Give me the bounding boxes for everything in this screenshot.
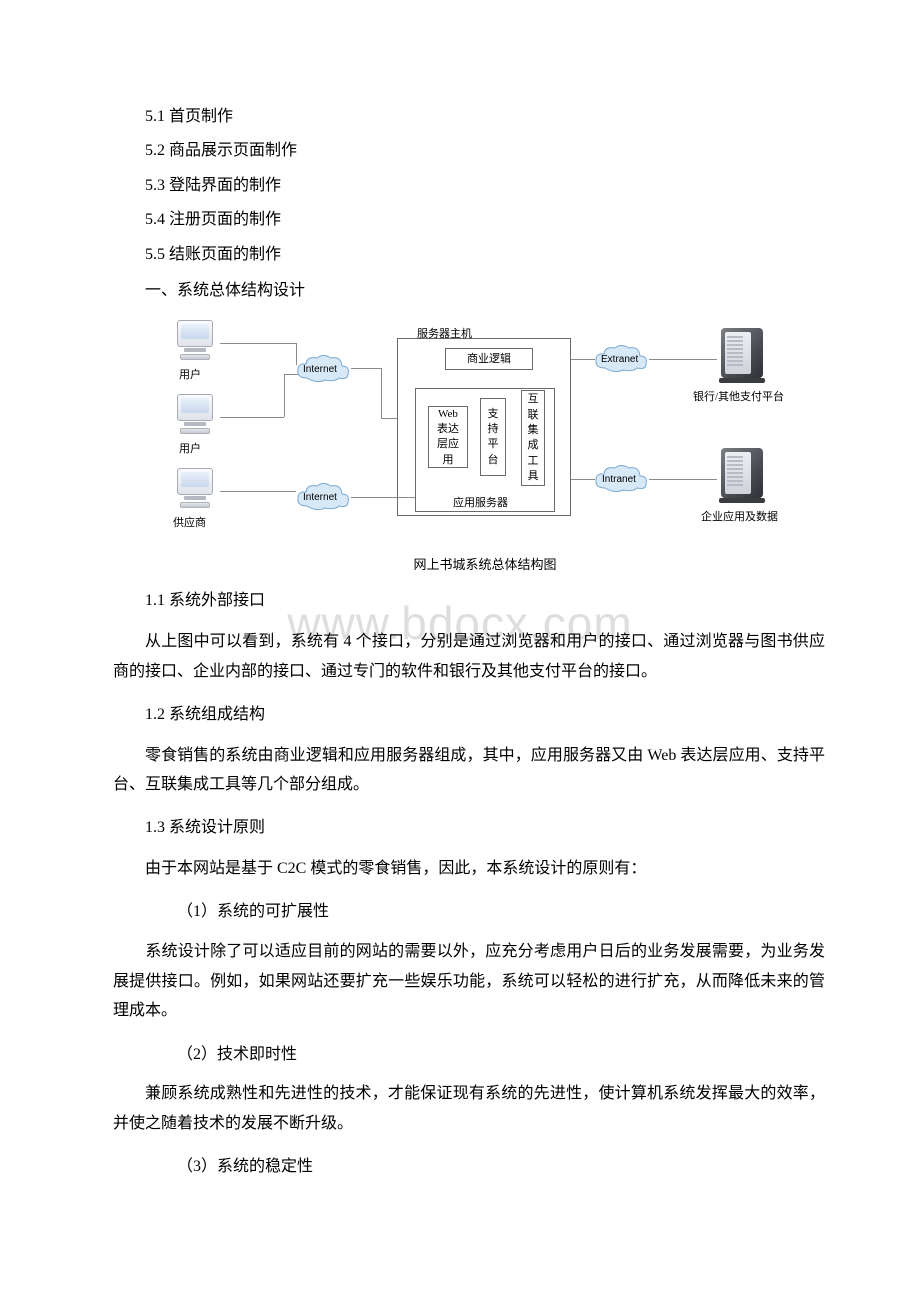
interop-text: 互	[528, 392, 539, 407]
interop-text: 工	[528, 454, 539, 469]
bank-label: 银行/其他支付平台	[693, 388, 784, 404]
support-text: 台	[488, 453, 499, 468]
connector-line	[296, 343, 297, 365]
interop-text: 集	[528, 423, 539, 438]
principle-2-heading: （2）技术即时性	[145, 1040, 825, 1070]
toc-item-5-1: 5.1 首页制作	[145, 100, 825, 134]
connector-line	[381, 368, 382, 418]
enterprise-label: 企业应用及数据	[701, 508, 778, 524]
connector-line	[220, 343, 296, 344]
enterprise-server-icon	[717, 448, 767, 506]
principle-1-heading: （1）系统的可扩展性	[145, 897, 825, 927]
internet-label-2: Internet	[303, 492, 337, 503]
section-1-2-heading: 1.2 系统组成结构	[145, 699, 825, 731]
interop-text: 具	[528, 469, 539, 484]
connector-line	[381, 418, 397, 419]
section-1-heading: 一、系统总体结构设计	[145, 274, 825, 308]
diagram-caption: 网上书城系统总体结构图	[145, 554, 825, 573]
principle-1-para: 系统设计除了可以适应目前的网站的需要以外，应充分考虑用户日后的业务发展需要，为业…	[113, 937, 825, 1026]
biz-logic-label: 商业逻辑	[467, 352, 511, 367]
connector-line	[571, 359, 595, 360]
web-layer-text: Web	[438, 407, 458, 422]
section-1-1-para: 从上图中可以看到，系统有 4 个接口，分别是通过浏览器和用户的接口、通过浏览器与…	[113, 627, 825, 686]
bank-server-icon	[717, 328, 767, 386]
user-pc-icon-1	[173, 320, 217, 362]
section-1-3-heading: 1.3 系统设计原则	[145, 812, 825, 844]
intranet-label: Intranet	[602, 474, 636, 485]
principle-2-para: 兼顾系统成熟性和先进性的技术，才能保证现有系统的先进性，使计算机系统发挥最大的效…	[113, 1079, 825, 1138]
server-host-label: 服务器主机	[417, 325, 472, 341]
user-pc-icon-2	[173, 394, 217, 436]
connector-line	[649, 359, 717, 360]
document-page: 5.1 首页制作 5.2 商品展示页面制作 5.3 登陆界面的制作 5.4 注册…	[0, 0, 920, 1242]
principle-3-heading: （3）系统的稳定性	[145, 1152, 825, 1182]
architecture-diagram: 用户 用户 供应商 Internet Internet	[145, 316, 825, 573]
web-layer-text: 表达	[437, 422, 459, 437]
app-server-label: 应用服务器	[453, 494, 508, 510]
toc-item-5-2: 5.2 商品展示页面制作	[145, 134, 825, 168]
user-label-2: 用户	[179, 440, 201, 456]
connector-line	[571, 479, 595, 480]
supplier-pc-icon	[173, 468, 217, 510]
section-1-3-intro: 由于本网站是基于 C2C 模式的零食销售，因此，本系统设计的原则有：	[113, 854, 825, 884]
web-layer-text: 用	[443, 453, 454, 468]
section-1-2-para: 零食销售的系统由商业逻辑和应用服务器组成，其中，应用服务器又由 Web 表达层应…	[113, 741, 825, 800]
web-layer-box: Web 表达 层应 用	[428, 406, 468, 468]
connector-line	[649, 479, 717, 480]
support-text: 支	[488, 407, 499, 422]
connector-line	[284, 374, 285, 417]
toc-item-5-5: 5.5 结账页面的制作	[145, 238, 825, 272]
internet-label-1: Internet	[303, 364, 337, 375]
connector-line	[220, 491, 296, 492]
supplier-label: 供应商	[173, 514, 206, 530]
interconnect-box: 互 联 集 成 工 具	[521, 390, 545, 486]
support-text: 平	[488, 437, 499, 452]
biz-logic-box: 商业逻辑	[445, 348, 533, 370]
user-label-1: 用户	[179, 366, 201, 382]
web-layer-text: 层应	[437, 437, 459, 452]
section-1-1-heading: 1.1 系统外部接口	[145, 585, 825, 617]
connector-line	[351, 368, 381, 369]
extranet-label: Extranet	[601, 354, 638, 365]
toc-item-5-3: 5.3 登陆界面的制作	[145, 169, 825, 203]
support-text: 持	[488, 422, 499, 437]
interop-text: 成	[528, 438, 539, 453]
support-platform-box: 支 持 平 台	[480, 398, 506, 476]
connector-line	[220, 417, 284, 418]
toc-item-5-4: 5.4 注册页面的制作	[145, 203, 825, 237]
connector-line	[284, 374, 298, 375]
interop-text: 联	[528, 408, 539, 423]
